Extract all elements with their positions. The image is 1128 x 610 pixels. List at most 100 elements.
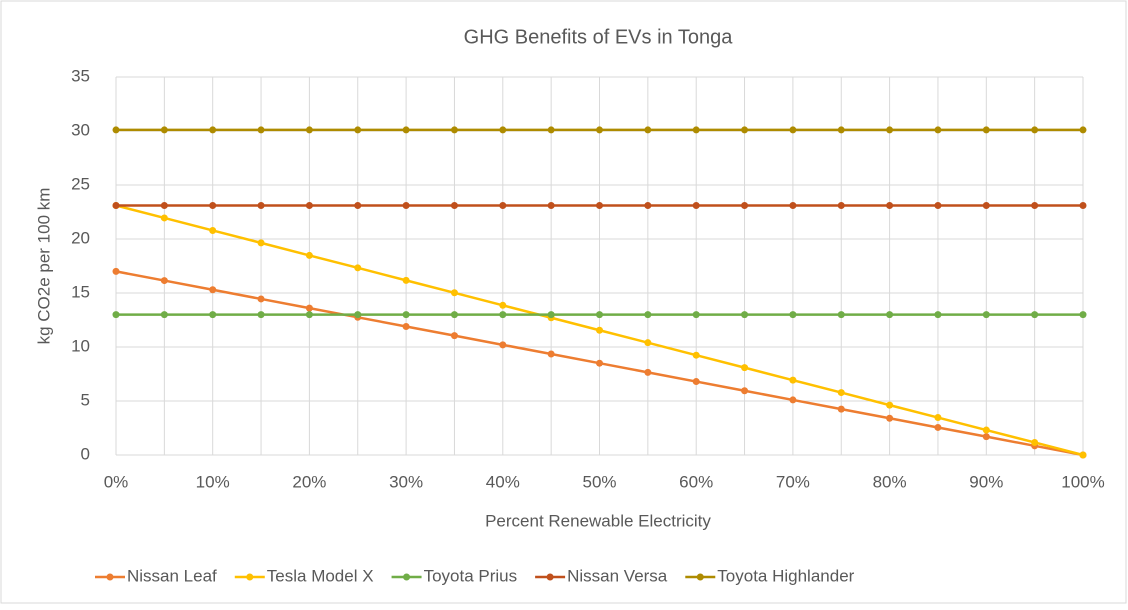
data-point <box>112 267 120 275</box>
data-point <box>934 311 942 319</box>
legend-label: Toyota Prius <box>424 566 518 585</box>
y-tick-label: 10 <box>71 336 90 355</box>
data-point <box>596 202 603 210</box>
data-point <box>354 264 362 272</box>
data-point <box>402 126 410 134</box>
data-point <box>209 226 217 234</box>
data-point <box>982 202 990 210</box>
legend-marker <box>403 573 411 581</box>
legend-item: Toyota Highlander <box>685 566 855 585</box>
data-point <box>596 126 603 134</box>
data-point <box>789 311 797 319</box>
chart-title: GHG Benefits of EVs in Tonga <box>464 26 734 48</box>
data-point <box>354 311 362 319</box>
x-tick-label: 60% <box>679 472 713 491</box>
y-tick-label: 25 <box>71 174 90 193</box>
y-axis-label: kg CO2e per 100 km <box>34 188 53 345</box>
data-point <box>547 126 555 134</box>
data-point <box>209 202 217 210</box>
data-point <box>160 202 168 210</box>
x-axis-label: Percent Renewable Electricity <box>485 511 711 530</box>
data-point <box>402 322 410 330</box>
legend-item: Tesla Model X <box>234 566 374 585</box>
legend-marker <box>546 573 554 581</box>
data-point <box>837 126 845 134</box>
data-point <box>305 126 313 134</box>
data-point <box>692 126 700 134</box>
data-point <box>692 202 700 210</box>
y-tick-label: 15 <box>71 282 90 301</box>
data-point <box>741 364 749 372</box>
data-point <box>644 202 652 210</box>
data-point <box>305 202 313 210</box>
data-point <box>644 126 652 134</box>
legend-item: Nissan Leaf <box>95 566 217 585</box>
legend-marker <box>246 573 254 581</box>
data-point <box>692 351 700 359</box>
legend-item: Toyota Prius <box>391 566 518 585</box>
data-point <box>499 341 507 349</box>
data-point <box>450 126 458 134</box>
x-tick-label: 80% <box>873 472 907 491</box>
data-point <box>499 202 507 210</box>
x-tick-label: 100% <box>1061 472 1104 491</box>
data-point <box>1031 311 1039 319</box>
x-tick-label: 70% <box>776 472 810 491</box>
x-tick-label: 30% <box>389 472 423 491</box>
data-point <box>789 396 797 404</box>
data-point <box>160 277 168 285</box>
data-point <box>499 126 507 134</box>
data-point <box>547 202 555 210</box>
data-point <box>886 401 894 409</box>
data-point <box>257 311 265 319</box>
data-point <box>209 126 217 134</box>
data-point <box>692 311 700 319</box>
data-point <box>1031 202 1039 210</box>
data-point <box>886 311 894 319</box>
legend-label: Nissan Versa <box>567 566 668 585</box>
data-point <box>644 368 652 376</box>
data-point <box>934 423 942 431</box>
data-point <box>450 202 458 210</box>
data-point <box>112 311 120 319</box>
data-point <box>837 405 845 413</box>
data-point <box>596 359 603 367</box>
data-point <box>789 126 797 134</box>
data-point <box>1079 451 1087 459</box>
data-point <box>1031 126 1039 134</box>
data-point <box>450 289 458 297</box>
data-point <box>741 202 749 210</box>
data-point <box>982 126 990 134</box>
legend-label: Nissan Leaf <box>127 566 217 585</box>
data-point <box>499 301 507 309</box>
data-point <box>547 350 555 358</box>
data-point <box>692 378 700 386</box>
data-point <box>1079 311 1087 319</box>
data-point <box>257 126 265 134</box>
data-point <box>741 387 749 395</box>
data-point <box>1079 202 1087 210</box>
x-tick-label: 0% <box>104 472 129 491</box>
data-point <box>305 251 313 259</box>
data-point <box>402 311 410 319</box>
data-point <box>354 126 362 134</box>
data-point <box>596 311 603 319</box>
data-point <box>1031 438 1039 446</box>
data-point <box>1079 126 1087 134</box>
data-point <box>402 276 410 284</box>
data-point <box>789 202 797 210</box>
data-point <box>160 311 168 319</box>
legend-label: Toyota Highlander <box>717 566 854 585</box>
data-point <box>305 304 313 312</box>
data-point <box>209 311 217 319</box>
data-point <box>450 311 458 319</box>
data-point <box>837 389 845 397</box>
data-point <box>837 202 845 210</box>
data-point <box>741 311 749 319</box>
data-point <box>257 295 265 303</box>
data-point <box>789 376 797 384</box>
x-tick-label: 20% <box>292 472 326 491</box>
data-point <box>112 126 120 134</box>
data-point <box>450 332 458 340</box>
